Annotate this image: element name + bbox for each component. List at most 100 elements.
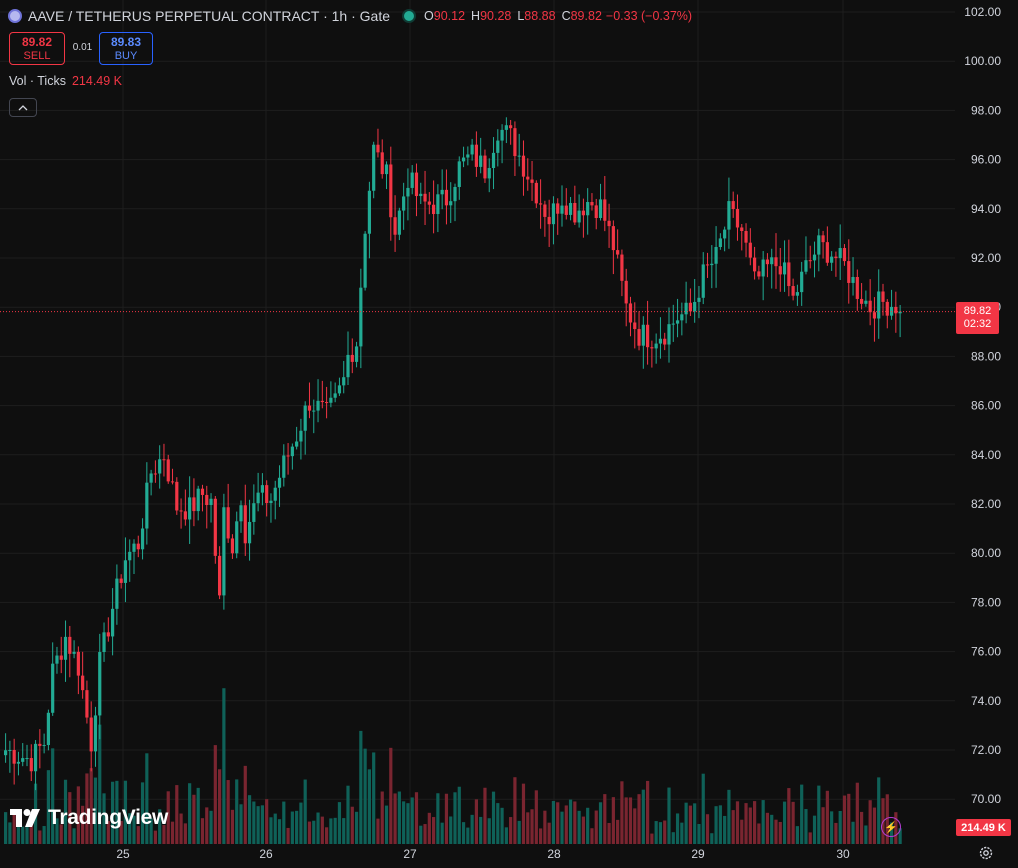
volume-bar (269, 817, 273, 844)
volume-bar (782, 801, 787, 844)
candle-body (611, 226, 615, 251)
volume-bar (196, 787, 200, 844)
candle-body (770, 257, 774, 265)
volume-bar (714, 806, 718, 844)
candle-body (825, 242, 829, 263)
volume-bar (688, 805, 692, 844)
candle-body (718, 238, 722, 248)
candle-body (821, 235, 825, 243)
volume-bar (153, 830, 157, 844)
price-tick-label: 78.00 (971, 595, 1001, 609)
candle-body (457, 161, 461, 187)
candle-body (325, 402, 329, 404)
chevron-up-icon (18, 104, 28, 110)
volume-bar (517, 820, 521, 844)
symbol-title[interactable]: AAVE / TETHERUS PERPETUAL CONTRACT · 1h … (28, 8, 391, 24)
candle-body (487, 168, 491, 179)
candle-body (295, 441, 299, 447)
candle-body (312, 410, 316, 412)
volume-bar (543, 810, 547, 844)
price-tick-label: 82.00 (971, 497, 1001, 511)
candle-body (663, 338, 667, 345)
volume-bar (778, 821, 782, 844)
candle-body (222, 507, 226, 596)
candle-body (800, 271, 804, 293)
candle-body (496, 140, 500, 153)
candle-body (598, 199, 603, 219)
price-tick-label: 72.00 (971, 743, 1001, 757)
chart-grid (0, 0, 955, 844)
volume-bar (795, 826, 799, 844)
volume-bar (303, 779, 307, 844)
volume-bar (359, 730, 363, 844)
volume-bar (547, 822, 551, 844)
volume-bar (115, 780, 119, 844)
volume-bar (239, 804, 243, 844)
tradingview-logo-icon (10, 809, 40, 827)
candle-body (898, 311, 902, 314)
sell-button[interactable]: 89.82 SELL (9, 32, 65, 65)
buy-price: 89.83 (110, 34, 142, 49)
volume-bar (145, 753, 149, 844)
volume-bar (136, 826, 140, 844)
volume-bar (701, 773, 705, 844)
collapse-legend-button[interactable] (9, 98, 37, 117)
candle-body (59, 655, 63, 660)
volume-bar (620, 781, 624, 844)
volume-bar (55, 818, 59, 844)
candle-body (885, 301, 889, 316)
candle-body (166, 459, 170, 482)
candle-body (474, 144, 478, 167)
tradingview-logo[interactable]: TradingView (10, 806, 168, 830)
candle-body (140, 528, 145, 550)
lightning-button[interactable]: ⚡ (881, 817, 901, 837)
volume-bar (573, 801, 577, 844)
candle-body (200, 488, 205, 495)
volume-bar (594, 810, 598, 844)
volume-bar (316, 812, 320, 844)
volume-bar (320, 816, 324, 844)
candle-body (539, 203, 543, 205)
candle-body (436, 194, 440, 215)
candle-body (145, 482, 149, 529)
buy-button[interactable]: 89.83 BUY (99, 32, 153, 65)
candle-body (847, 261, 851, 283)
volume-bar (367, 769, 371, 844)
price-tick-label: 74.00 (971, 694, 1001, 708)
volume-bar (337, 802, 342, 844)
volume-bar (521, 783, 526, 844)
volume-bar (166, 791, 170, 844)
candle-body (273, 487, 277, 501)
candle-body (573, 202, 577, 223)
volume-bar (449, 816, 453, 844)
candle-body (93, 715, 98, 752)
volume-bar (51, 748, 55, 844)
candle-body (333, 393, 337, 398)
volume-bar (663, 820, 667, 844)
volume-legend[interactable]: Vol · Ticks 214.49 K (9, 74, 122, 88)
candle-body (881, 291, 885, 302)
candle-body (680, 314, 684, 321)
volume-bar (586, 807, 590, 844)
candle-body (710, 263, 714, 266)
ohlc-change: −0.33 (−0.37%) (605, 9, 693, 23)
volume-bar (581, 816, 585, 844)
volume-bar (102, 793, 106, 844)
volume-bar (616, 819, 620, 844)
volume-bar (402, 801, 406, 844)
candle-body (461, 157, 466, 162)
price-tick-label: 86.00 (971, 399, 1001, 413)
settings-button[interactable] (977, 844, 995, 862)
candle-body (564, 205, 568, 215)
volume-bar (106, 821, 110, 844)
candle-body (761, 259, 765, 277)
candle-body (723, 229, 727, 239)
volume-bar (260, 805, 264, 844)
candle-body (444, 189, 449, 206)
volume-bar (205, 807, 209, 844)
candle-body (119, 578, 123, 583)
candle-body (235, 521, 239, 554)
candle-body (316, 400, 320, 411)
volume-bar (282, 801, 286, 844)
